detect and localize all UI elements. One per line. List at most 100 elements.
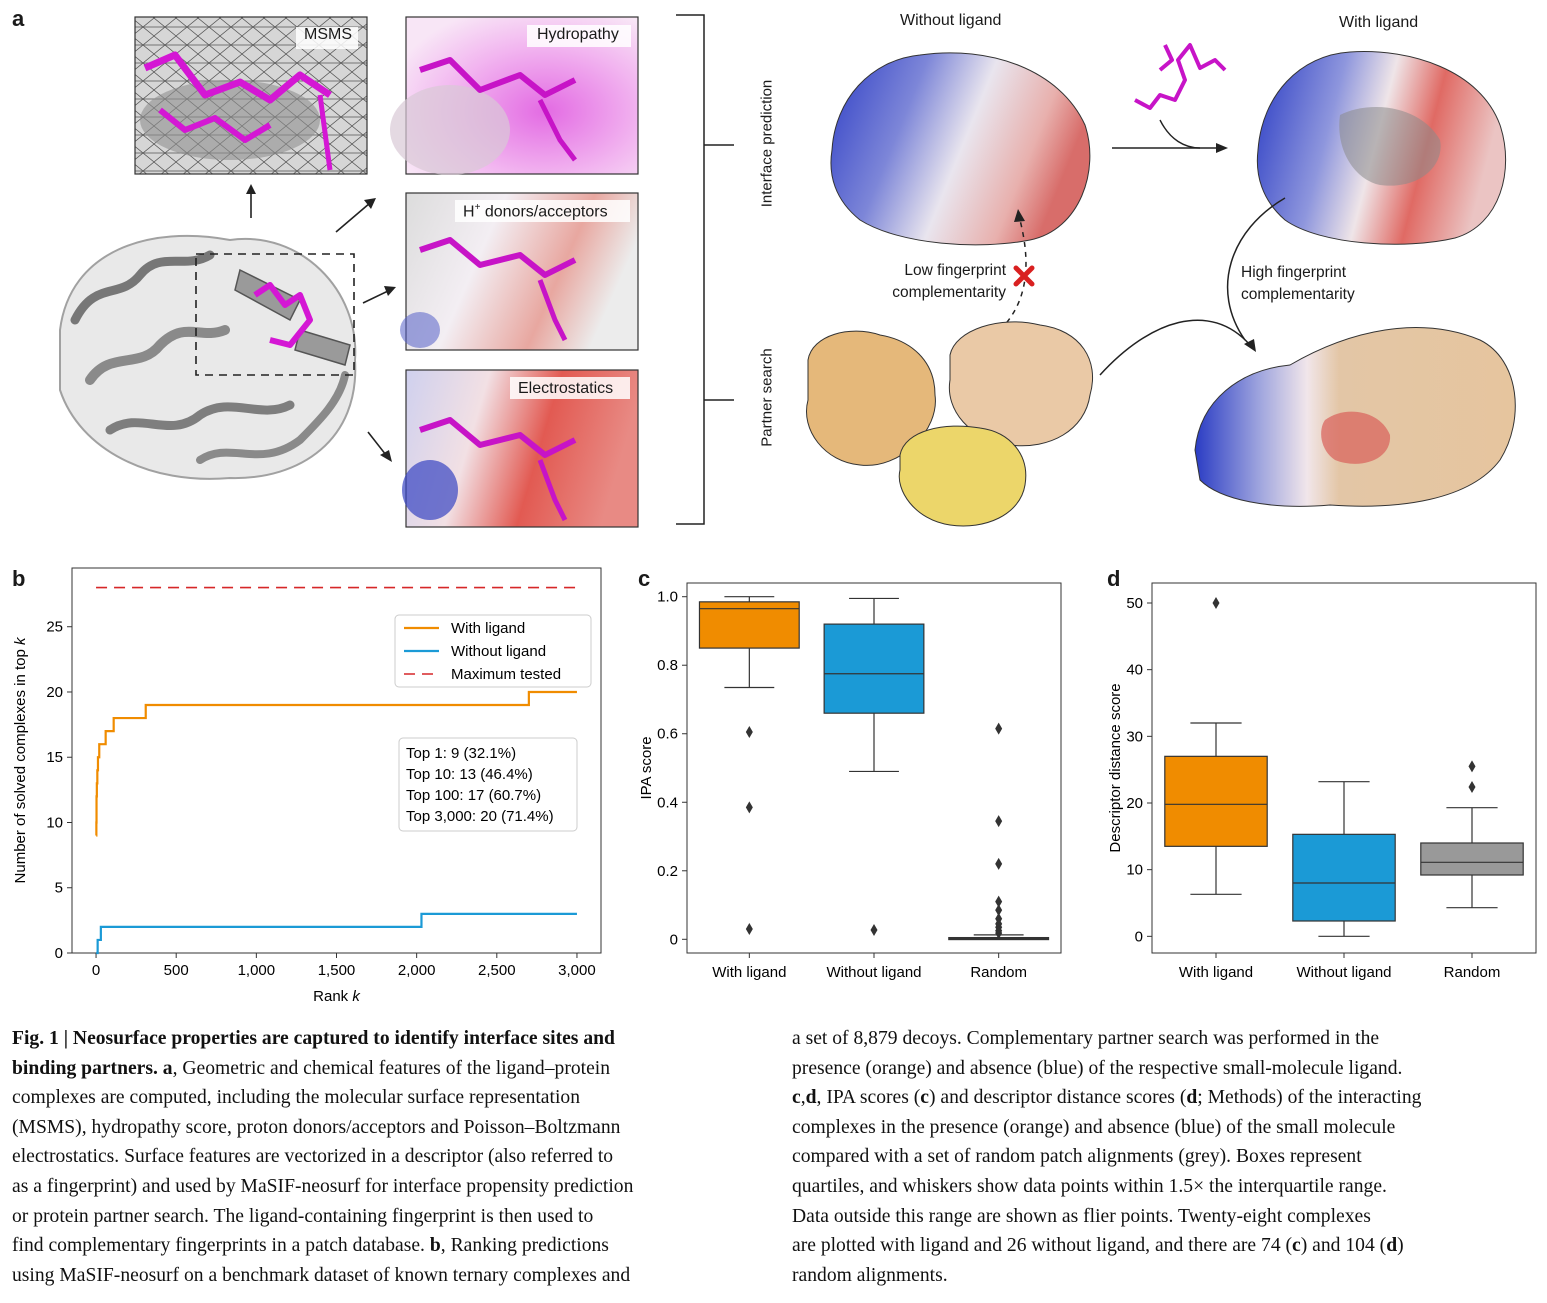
msms-label: MSMS — [304, 26, 352, 43]
box-2 — [948, 722, 1050, 941]
y-axis-label: Descriptor distance score — [1107, 683, 1124, 852]
protein-cartoon — [59, 234, 357, 480]
without-ligand-title: Without ligand — [900, 12, 1002, 29]
flier-point — [745, 923, 753, 936]
box-rect — [823, 623, 925, 714]
caption-text: compared with a set of random patch alig… — [792, 1146, 1362, 1168]
caption-line: binding partners. a, Geometric and chemi… — [12, 1054, 772, 1084]
caption-text: complexes in the presence (orange) and a… — [792, 1116, 1396, 1138]
caption-line: are plotted with ligand and 26 without l… — [792, 1231, 1544, 1261]
y-axis-label: IPA score — [638, 736, 655, 799]
partner-surface-1 — [806, 330, 936, 466]
legend-label: With ligand — [451, 620, 525, 637]
caption-line: find complementary fingerprints in a pat… — [12, 1231, 772, 1261]
interface-prediction-label: Interface prediction — [758, 79, 776, 208]
y-tick-label: 15 — [46, 749, 63, 766]
y-tick-label: 1.0 — [657, 589, 678, 606]
caption-text: are plotted with ligand and 26 without l… — [792, 1235, 1293, 1257]
x-tick-label: 1,500 — [318, 962, 356, 979]
free-ligand — [1134, 43, 1227, 110]
x-tick-label: Without ligand — [826, 964, 921, 981]
hydropathy-label: Hydropathy — [537, 26, 619, 43]
flier-point — [1468, 760, 1476, 773]
x-tick-label: With ligand — [712, 964, 786, 981]
flier-point — [745, 801, 753, 814]
caption-line: presence (orange) and absence (blue) of … — [792, 1054, 1544, 1084]
box-0 — [1164, 597, 1268, 895]
caption-text: ) and descriptor distance scores ( — [929, 1087, 1187, 1109]
caption-text: , IPA scores ( — [816, 1087, 921, 1109]
y-tick-label: 0.4 — [657, 794, 678, 811]
partner-search-label: Partner search — [758, 348, 776, 447]
panel-a-illustration — [59, 14, 1516, 528]
bracket — [676, 14, 734, 525]
caption-text: c — [792, 1087, 801, 1109]
caption-text: or protein partner search. The ligand-co… — [12, 1205, 594, 1227]
binding-arrow — [1112, 119, 1228, 153]
flier-point — [995, 857, 1003, 870]
caption-text: d — [1186, 1087, 1198, 1109]
series-line-1 — [96, 912, 577, 955]
caption-text: (MSMS), hydropathy score, proton donors/… — [12, 1116, 621, 1138]
caption-right-column: a set of 8,879 decoys. Complementary par… — [792, 1024, 1544, 1290]
caption-line: compared with a set of random patch alig… — [792, 1142, 1544, 1172]
caption-line: or protein partner search. The ligand-co… — [12, 1202, 772, 1232]
partner-surface-3 — [898, 425, 1027, 527]
caption-text: using MaSIF-neosurf on a benchmark datas… — [12, 1264, 631, 1286]
caption-text: , Geometric and chemical features of the… — [172, 1057, 611, 1079]
caption-text: complexes are computed, including the mo… — [12, 1087, 580, 1109]
x-tick-label: Without ligand — [1296, 964, 1391, 981]
box-0 — [698, 596, 800, 936]
y-tick-label: 0.2 — [657, 863, 678, 880]
caption-text: , — [800, 1087, 806, 1109]
y-tick-label: 10 — [46, 814, 63, 831]
y-tick-label: 5 — [55, 880, 63, 897]
y-tick-label: 40 — [1126, 662, 1143, 679]
box-rect — [1292, 833, 1396, 922]
y-tick-label: 0 — [670, 931, 678, 948]
caption-line: complexes in the presence (orange) and a… — [792, 1113, 1544, 1143]
panel-b-letter: b — [12, 566, 26, 591]
caption-text: as a fingerprint) and used by MaSIF-neos… — [12, 1175, 634, 1197]
caption-line: quartiles, and whiskers show data points… — [792, 1172, 1544, 1202]
annotation-box — [398, 737, 578, 832]
y-tick-label: 25 — [46, 619, 63, 636]
caption-text: ) and 104 ( — [1300, 1235, 1387, 1257]
y-tick-label: 50 — [1126, 595, 1143, 612]
legend-label: Without ligand — [451, 643, 546, 660]
box-1 — [823, 597, 925, 937]
flier-point — [1212, 597, 1220, 609]
caption-line: Fig. 1 | Neosurface properties are captu… — [12, 1024, 772, 1054]
x-tick-label: 0 — [92, 962, 100, 979]
flier-point — [745, 726, 753, 739]
x-axis-label: Rank k — [313, 988, 361, 1005]
caption-text: binding partners. a — [12, 1057, 173, 1079]
caption-line: electrostatics. Surface features are vec… — [12, 1142, 772, 1172]
y-tick-label: 10 — [1126, 862, 1143, 879]
box-1 — [1292, 781, 1396, 937]
caption-text: random alignments. — [792, 1264, 948, 1286]
y-tick-label: 0 — [55, 945, 63, 962]
msms-inset — [134, 16, 368, 175]
caption-text: electrostatics. Surface features are vec… — [12, 1146, 614, 1168]
chart-c: 0 0.2 0.4 0.6 0.8 1.0 IPA score With ligand With… — [638, 582, 1062, 981]
flier-point — [870, 924, 878, 937]
caption-line: complexes are computed, including the mo… — [12, 1083, 772, 1113]
caption-text: quartiles, and whiskers show data points… — [792, 1175, 1387, 1197]
annotation-line: Top 1: 9 (32.1%) — [406, 745, 516, 762]
caption-text: , Ranking predictions — [440, 1235, 609, 1257]
y-tick-label: 20 — [1126, 795, 1143, 812]
caption-text: Fig. 1 | Neosurface properties are captu… — [12, 1028, 615, 1049]
legend-label: Maximum tested — [451, 666, 561, 683]
caption-text: d — [805, 1087, 817, 1109]
hbond-inset — [400, 192, 639, 351]
panel-a-arrows — [246, 184, 396, 462]
caption-left-column: Fig. 1 | Neosurface properties are captu… — [12, 1024, 772, 1290]
panel-a-letter: a — [12, 6, 25, 31]
caption-text: b — [429, 1235, 441, 1257]
legend-box — [394, 614, 592, 688]
caption-line: Data outside this range are shown as fli… — [792, 1202, 1544, 1232]
caption-line: c,d, IPA scores (c) and descriptor dista… — [792, 1083, 1544, 1113]
y-axis-label: Number of solved complexes in top k — [12, 636, 29, 883]
caption-line: random alignments. — [792, 1261, 1544, 1291]
